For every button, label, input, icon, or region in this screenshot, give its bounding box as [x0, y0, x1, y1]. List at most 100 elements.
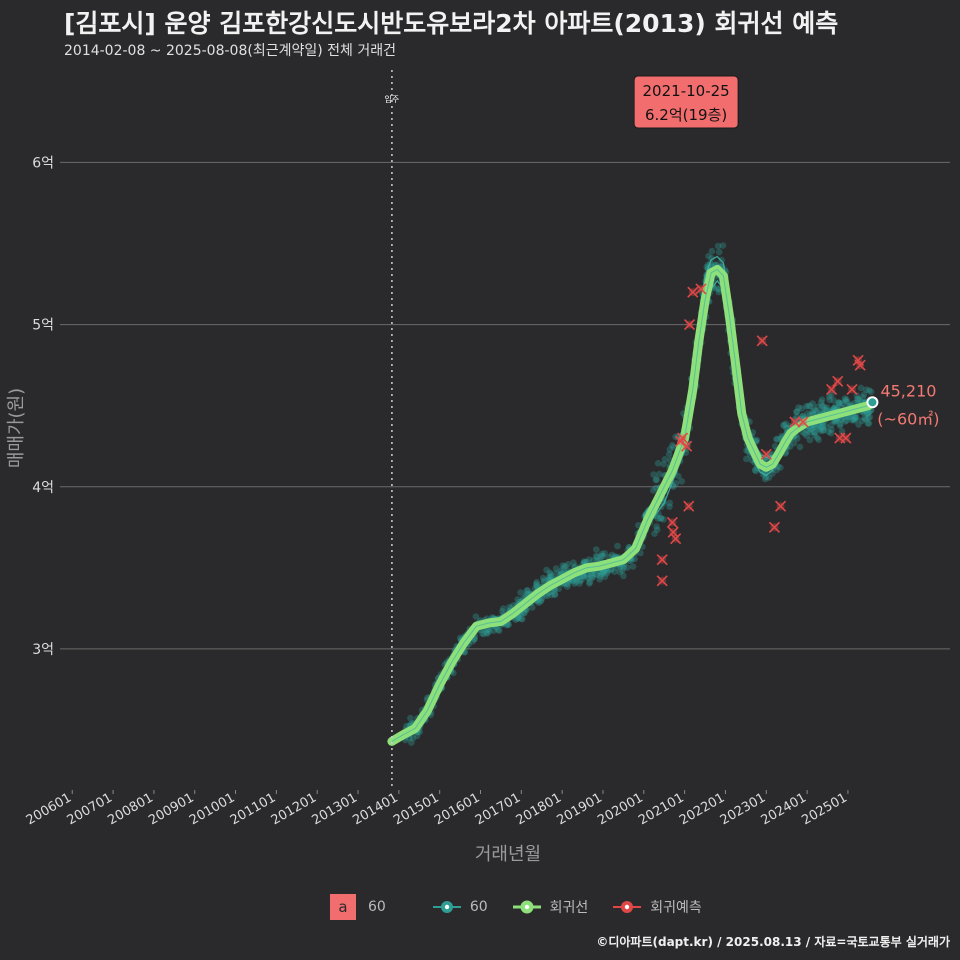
- scatter-point: [539, 574, 547, 582]
- scatter-point: [861, 414, 868, 422]
- scatter-point: [611, 568, 618, 575]
- scatter-point: [517, 615, 525, 623]
- scatter-point: [865, 409, 872, 416]
- x-tick-label: 201701: [473, 790, 523, 828]
- scatter-point: [486, 628, 493, 635]
- scatter-point: [545, 574, 553, 581]
- legend-item-regression: 회귀선: [512, 897, 613, 917]
- scatter-point: [825, 428, 832, 436]
- scatter-point: [666, 503, 673, 511]
- scatter-point: [830, 397, 838, 404]
- last-point-marker: [866, 396, 879, 409]
- x-tick-label: 201201: [269, 790, 319, 828]
- scatter-point: [608, 551, 616, 559]
- prediction-cross-b: [674, 435, 687, 447]
- scatter-point: [819, 427, 827, 434]
- scatter-point: [843, 398, 851, 406]
- scatter-point: [490, 627, 498, 634]
- scatter-point: [855, 421, 862, 428]
- scatter-point: [666, 499, 674, 507]
- scatter-point: [598, 570, 606, 578]
- scatter-point: [413, 732, 421, 740]
- scatter-point: [479, 630, 486, 637]
- legend-item-60: 60: [432, 897, 512, 917]
- scatter-points: [402, 242, 876, 746]
- scatter-point: [538, 596, 545, 604]
- y-tick-label: 4억: [32, 480, 54, 496]
- scatter-point: [853, 392, 861, 399]
- scatter-point: [657, 514, 664, 522]
- scatter-point: [782, 420, 790, 428]
- prediction-cross-b: [789, 416, 801, 428]
- scatter-point: [576, 580, 583, 587]
- scatter-point: [854, 395, 861, 403]
- scatter-point: [631, 555, 638, 563]
- scatter-point: [559, 562, 567, 569]
- scatter-point: [586, 580, 593, 587]
- x-tick-label: 202201: [677, 790, 727, 828]
- scatter-point: [780, 422, 787, 429]
- scatter-point: [657, 515, 665, 522]
- last-point-group: 45,210 (~60㎡): [866, 381, 940, 428]
- scatter-point: [552, 565, 560, 572]
- legend-60-icon: [432, 901, 461, 913]
- x-axis-title: 거래년월: [475, 844, 541, 865]
- scatter-point: [842, 397, 849, 405]
- scatter-point: [831, 403, 839, 411]
- scatter-point: [858, 417, 866, 425]
- scatter-point: [560, 564, 568, 572]
- scatter-point: [854, 395, 862, 403]
- scatter-point: [652, 476, 660, 484]
- scatter-point: [576, 577, 584, 585]
- chart-subtitle: 2014-02-08 ~ 2025-08-08(최근계약일) 전체 거래건: [64, 43, 396, 59]
- scatter-point: [546, 569, 554, 576]
- scatter-point: [752, 467, 759, 475]
- scatter-point: [798, 405, 805, 412]
- prediction-marker: [846, 383, 858, 396]
- scatter-point: [799, 412, 807, 420]
- y-tick-label: 5억: [32, 318, 54, 334]
- x-tick-label: 201501: [391, 790, 441, 828]
- x-tick-label: 202301: [718, 790, 768, 828]
- scatter-point: [515, 614, 522, 622]
- scatter-point: [805, 427, 813, 435]
- scatter-point: [506, 603, 513, 611]
- scatter-point: [823, 404, 831, 411]
- scatter-point: [801, 430, 808, 438]
- scatter-point: [804, 410, 811, 417]
- scatter-point: [862, 416, 869, 423]
- scatter-point: [547, 573, 555, 581]
- scatter-point: [592, 552, 600, 560]
- legend-prediction-icon: [613, 901, 642, 913]
- x-tick-label: 200801: [105, 790, 155, 828]
- prediction-cross-b: [667, 526, 679, 538]
- scatter-point: [867, 388, 875, 396]
- scatter-point: [652, 484, 660, 492]
- scatter-point: [601, 549, 608, 557]
- scatter-point: [598, 552, 605, 560]
- prediction-marker: [683, 319, 696, 331]
- scatter-point: [774, 436, 781, 443]
- legend-regression-icon: [512, 900, 541, 914]
- scatter-point: [548, 591, 555, 599]
- scatter-point: [597, 573, 604, 580]
- scatter-point: [814, 403, 822, 411]
- scatter-point: [535, 599, 542, 606]
- scatter-point: [811, 406, 818, 414]
- scatter-point: [651, 530, 658, 537]
- prediction-marker: [840, 432, 852, 444]
- scatter-point: [543, 592, 551, 600]
- scatter-point: [815, 422, 823, 430]
- scatter-point: [620, 572, 627, 580]
- scatter-point: [816, 425, 823, 433]
- scatter-point: [480, 630, 488, 638]
- scatter-point: [585, 575, 592, 582]
- scatter-point: [653, 476, 660, 484]
- prediction-marker: [768, 521, 781, 533]
- scatter-point: [835, 399, 843, 406]
- scatter-point: [553, 570, 560, 577]
- scatter-point: [827, 429, 835, 437]
- scatter-point: [537, 598, 544, 605]
- scatter-point: [865, 420, 873, 427]
